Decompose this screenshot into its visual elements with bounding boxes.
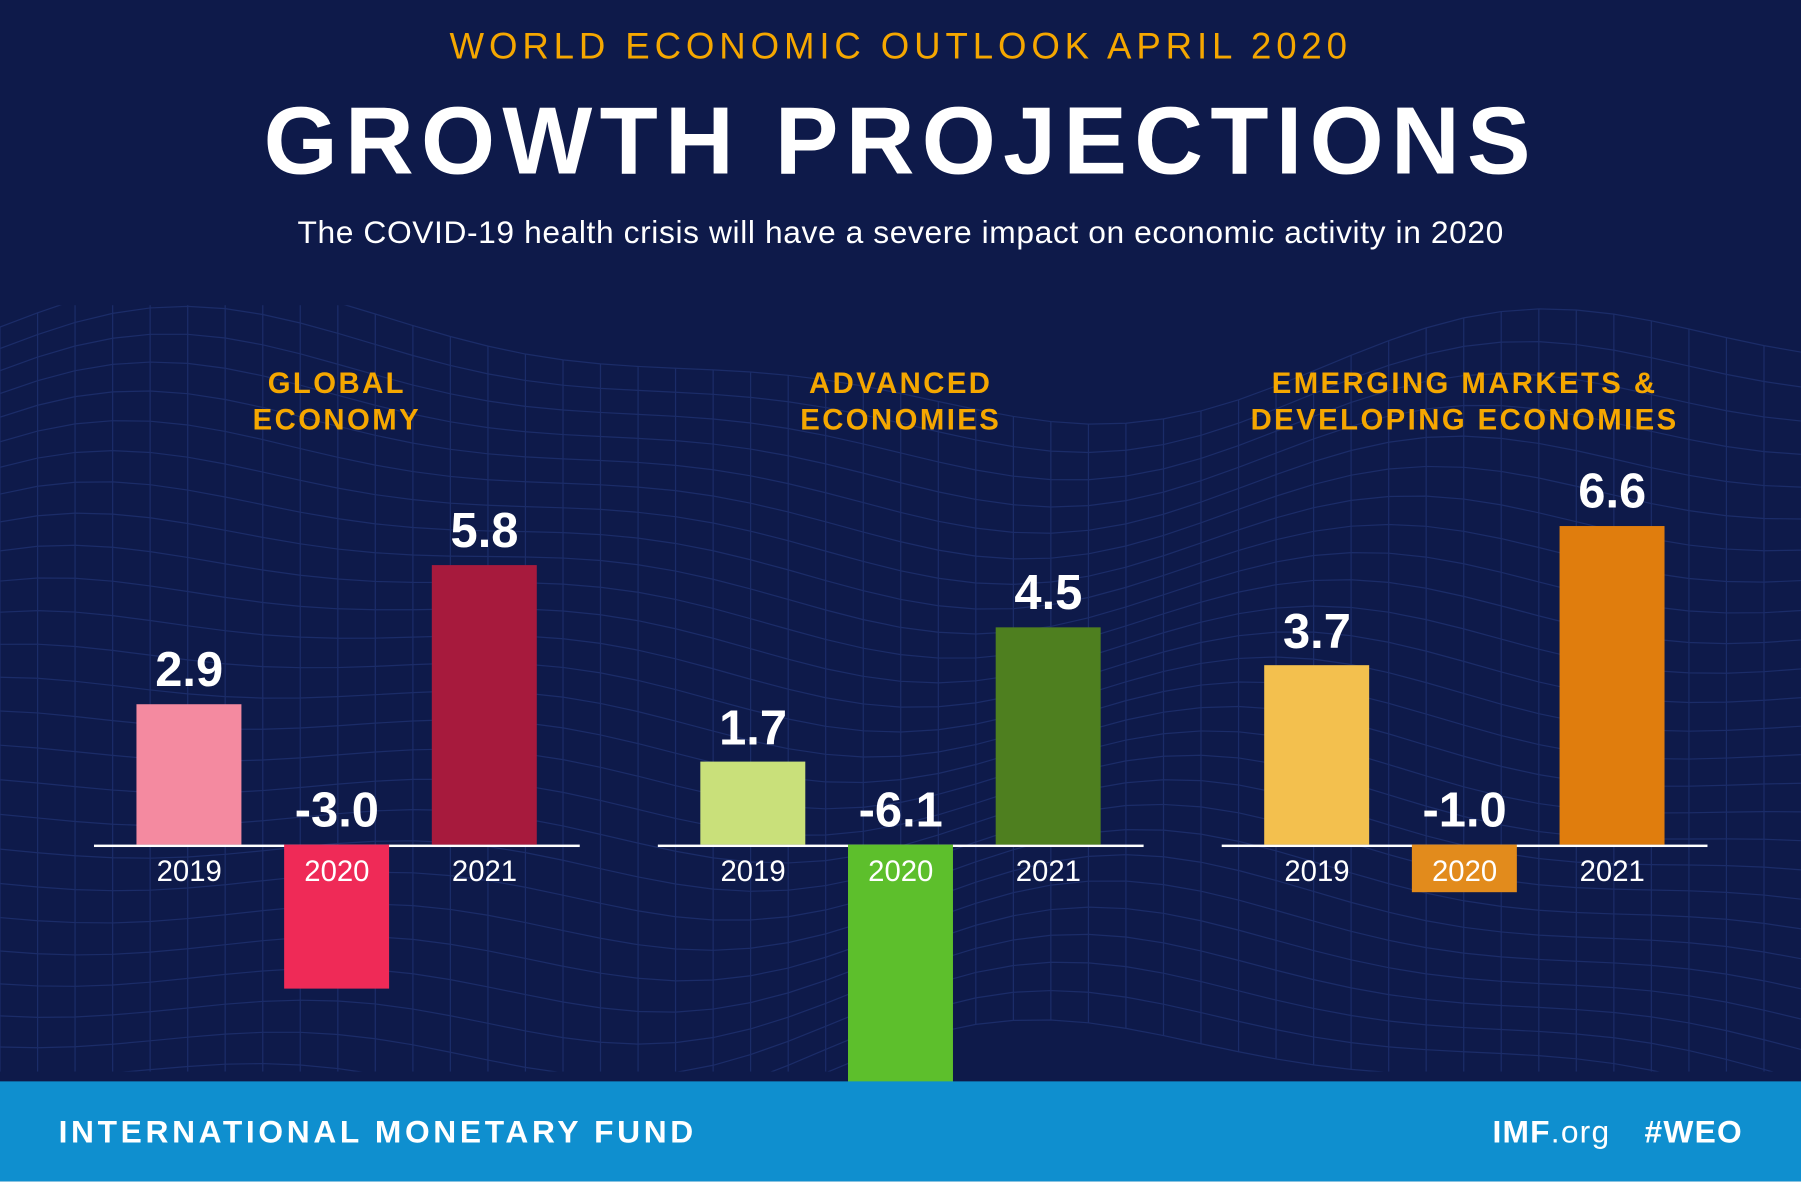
category-label: 2019: [157, 856, 222, 890]
footer-hashtag: #WEO: [1645, 1112, 1743, 1150]
bar: [432, 564, 537, 844]
footer: INTERNATIONAL MONETARY FUND IMF.org #WEO: [0, 1081, 1801, 1181]
panel-title: GLOBAL ECONOMY: [253, 366, 421, 444]
value-label: 5.8: [451, 504, 519, 559]
category-label: 2020: [868, 856, 933, 890]
bar: [136, 704, 241, 844]
subhead: The COVID-19 health crisis will have a s…: [0, 214, 1801, 252]
panel-advanced: ADVANCED ECONOMIES 1.7 2019 -6.1 2020 4.5 202…: [637, 366, 1164, 1035]
header: WORLD ECONOMIC OUTLOOK APRIL 2020 GROWTH…: [0, 27, 1801, 252]
stage: WORLD ECONOMIC OUTLOOK APRIL 2020 GROWTH…: [0, 0, 1801, 1181]
footer-domain: IMF.org: [1492, 1112, 1610, 1150]
panel-emerging: EMERGING MARKETS & DEVELOPING ECONOMIES …: [1201, 366, 1728, 1035]
value-label: -3.0: [295, 783, 379, 838]
value-label: 2.9: [155, 644, 223, 699]
charts-row: GLOBAL ECONOMY 2.9 2019 -3.0 2020 5.8 2021 AD…: [73, 366, 1728, 1035]
value-label: 3.7: [1283, 605, 1351, 660]
category-label: 2021: [452, 856, 517, 890]
overline: WORLD ECONOMIC OUTLOOK APRIL 2020: [0, 27, 1801, 68]
category-label: 2019: [1284, 856, 1349, 890]
footer-domain-rest: .org: [1551, 1112, 1611, 1149]
category-label: 2020: [304, 856, 369, 890]
bar: [1264, 666, 1369, 844]
footer-domain-bold: IMF: [1492, 1112, 1550, 1149]
plot: 3.7 2019 -1.0 2020 6.6 2021: [1201, 456, 1728, 1035]
category-label: 2021: [1580, 856, 1645, 890]
headline: GROWTH PROJECTIONS: [0, 85, 1801, 196]
category-label: 2020: [1432, 856, 1497, 890]
category-label: 2019: [721, 856, 786, 890]
bar: [700, 762, 805, 844]
value-label: -1.0: [1423, 783, 1507, 838]
panel-title: EMERGING MARKETS & DEVELOPING ECONOMIES: [1251, 366, 1679, 444]
value-label: 6.6: [1578, 465, 1646, 520]
plot: 2.9 2019 -3.0 2020 5.8 2021: [73, 456, 600, 1035]
value-label: 4.5: [1014, 566, 1082, 621]
bar: [1560, 526, 1665, 844]
category-label: 2021: [1016, 856, 1081, 890]
value-label: -6.1: [859, 783, 943, 838]
plot: 1.7 2019 -6.1 2020 4.5 2021: [637, 456, 1164, 1035]
panel-title: ADVANCED ECONOMIES: [800, 366, 1001, 444]
footer-right: IMF.org #WEO: [1492, 1112, 1742, 1150]
panel-global: GLOBAL ECONOMY 2.9 2019 -3.0 2020 5.8 2021: [73, 366, 600, 1035]
value-label: 1.7: [719, 701, 787, 756]
footer-org-name: INTERNATIONAL MONETARY FUND: [59, 1112, 697, 1150]
bar: [996, 627, 1101, 844]
